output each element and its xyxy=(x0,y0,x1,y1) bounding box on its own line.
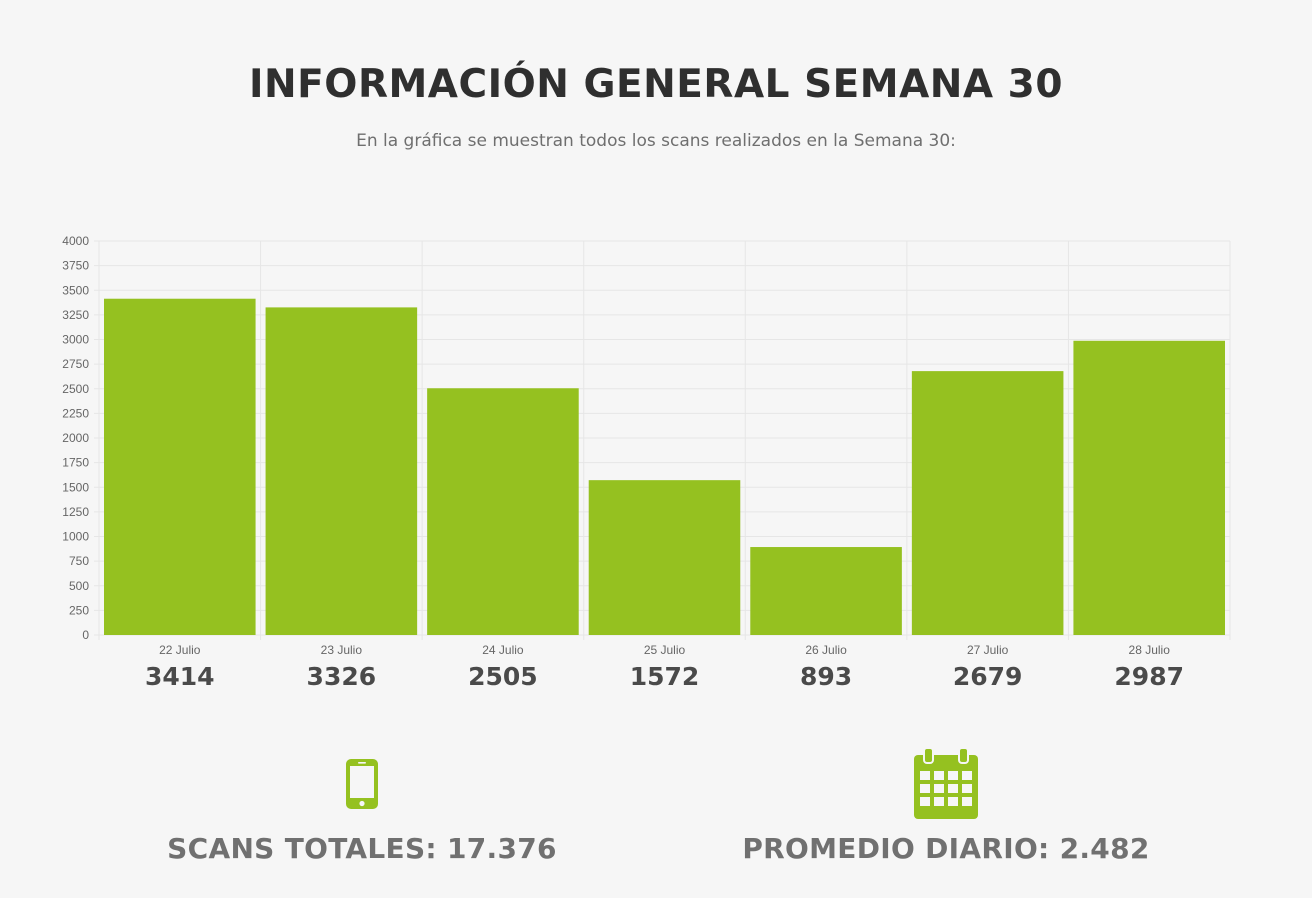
y-tick-label: 500 xyxy=(69,579,89,593)
bar-chart: 0 250 500 750 1000 1250 1500 1750 2000 2250 2500 27… xyxy=(62,234,1231,691)
y-tick-label: 3500 xyxy=(62,283,89,297)
daily-average-label: PROMEDIO DIARIO: 2.482 xyxy=(742,832,1150,865)
y-tick-label: 250 xyxy=(69,603,89,617)
y-tick-label: 1000 xyxy=(62,530,89,544)
y-tick-label: 3250 xyxy=(62,308,89,322)
x-tick-label: 27 Julio xyxy=(967,643,1009,657)
y-tick-label: 1250 xyxy=(62,505,89,519)
daily-average-stat: PROMEDIO DIARIO: 2.482 xyxy=(646,742,1246,865)
bar-1 xyxy=(104,298,256,635)
page-subtitle: En la gráfica se muestran todos los scan… xyxy=(356,131,956,151)
y-tick-label: 3750 xyxy=(62,259,89,273)
calendar-icon xyxy=(646,742,1246,826)
bar-7 xyxy=(1073,340,1225,635)
y-tick-label: 3000 xyxy=(62,333,89,347)
x-tick-label: 25 Julio xyxy=(644,643,686,657)
y-tick-label: 2750 xyxy=(62,357,89,371)
y-tick-label: 2250 xyxy=(62,406,89,420)
smartphone-icon xyxy=(62,742,662,826)
x-tick-label: 28 Julio xyxy=(1129,643,1171,657)
y-tick-label: 1750 xyxy=(62,456,89,470)
total-scans-label: SCANS TOTALES: 17.376 xyxy=(167,832,557,865)
page-title: INFORMACIÓN GENERAL SEMANA 30 xyxy=(249,62,1063,107)
y-tick-label: 750 xyxy=(69,554,89,568)
bar-5 xyxy=(750,547,902,635)
y-tick-label: 2500 xyxy=(62,382,89,396)
x-tick-label: 23 Julio xyxy=(321,643,363,657)
bar-6 xyxy=(911,371,1064,635)
y-tick-label: 1500 xyxy=(62,480,89,494)
x-tick-label: 24 Julio xyxy=(482,643,524,657)
bar-4 xyxy=(588,480,741,635)
bar-value-label: 2505 xyxy=(468,662,538,691)
y-tick-label: 2000 xyxy=(62,431,89,445)
bar-2 xyxy=(265,307,418,635)
x-tick-label: 26 Julio xyxy=(805,643,847,657)
bar-value-label: 2987 xyxy=(1114,662,1184,691)
bar-value-label: 2679 xyxy=(953,662,1023,691)
bar-value-label: 3326 xyxy=(307,662,377,691)
total-scans-stat: SCANS TOTALES: 17.376 xyxy=(62,742,662,865)
y-tick-label: 0 xyxy=(82,628,89,642)
x-tick-label: 22 Julio xyxy=(159,643,201,657)
bar-3 xyxy=(427,388,579,635)
bar-value-label: 893 xyxy=(800,662,852,691)
bar-value-label: 3414 xyxy=(145,662,215,691)
bar-value-label: 1572 xyxy=(630,662,700,691)
y-tick-label: 4000 xyxy=(62,234,89,248)
